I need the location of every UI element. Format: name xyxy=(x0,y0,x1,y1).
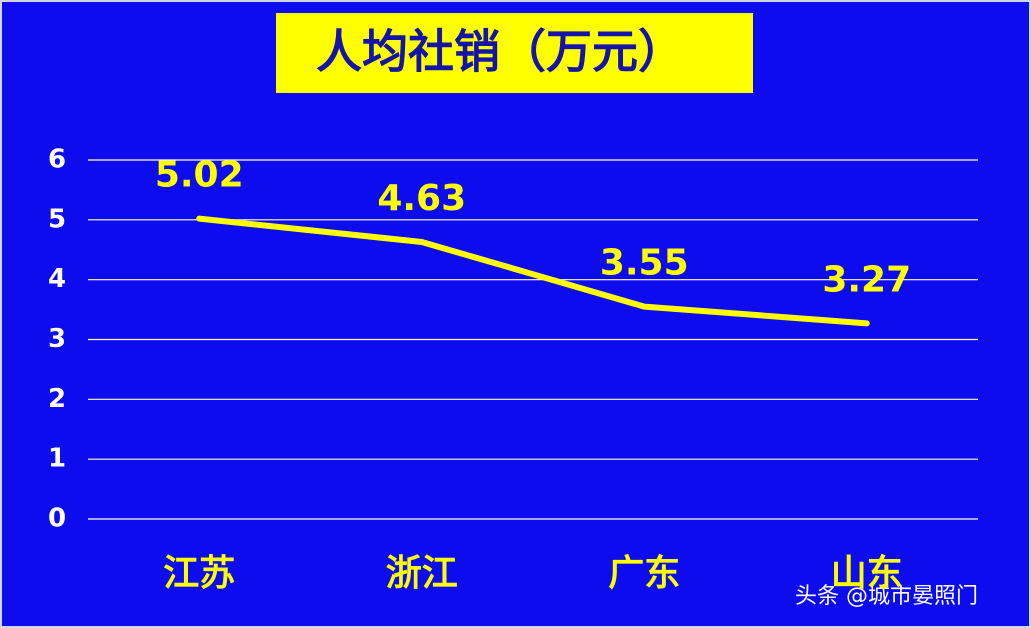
y-tick-label: 4 xyxy=(48,264,66,294)
x-tick-label: 广东 xyxy=(608,553,680,594)
y-tick-label: 1 xyxy=(48,444,66,474)
x-tick-label: 江苏 xyxy=(163,553,235,594)
data-label: 3.27 xyxy=(822,259,911,300)
chart-title: 人均社销（万元） xyxy=(316,25,684,79)
line xyxy=(196,215,870,327)
title-box xyxy=(276,13,753,93)
watermark: 头条 @城市晏照门 xyxy=(795,584,978,609)
data-label: 4.63 xyxy=(377,178,466,219)
data-label: 5.02 xyxy=(155,155,244,196)
y-tick-label: 2 xyxy=(48,384,66,414)
y-tick-label: 3 xyxy=(48,324,66,354)
x-tick-label: 浙江 xyxy=(386,553,458,594)
x-tick-label: 山东 xyxy=(831,553,903,594)
data-label: 3.55 xyxy=(600,243,689,284)
y-tick-label: 0 xyxy=(48,504,66,534)
y-tick-label: 6 xyxy=(48,145,66,175)
y-tick-label: 5 xyxy=(48,204,66,234)
